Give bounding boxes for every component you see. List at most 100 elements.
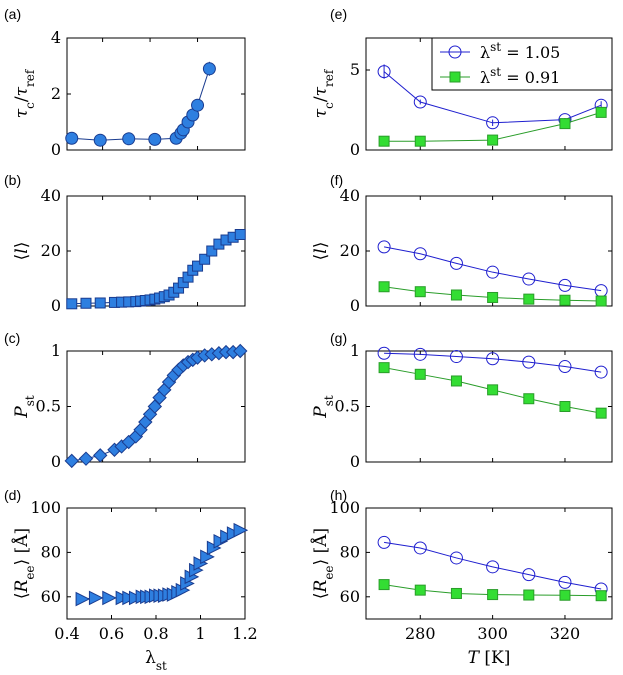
data-point [93,448,108,463]
data-point [558,575,572,589]
chart-panel-f: (f) 0 20 40 ⟨l⟩ [311,172,613,315]
data-point [102,590,117,606]
data-point [486,116,500,130]
data-point [377,65,391,79]
data-point [595,407,607,419]
panel-tag: (c) [4,330,20,346]
data-point [487,134,499,146]
data-point [378,362,390,374]
data-point [486,560,500,574]
y-tick-label: 20 [340,241,360,260]
y-tick-label: 60 [340,587,360,606]
data-point [449,551,463,565]
series-line [384,541,602,590]
x-tick-label: 280 [405,624,436,643]
data-point [88,590,104,606]
panel-tag: (b) [4,172,21,188]
data-point [413,347,427,361]
data-point [595,106,607,118]
y-axis-label: Pst [12,395,37,419]
data-point [559,294,571,306]
panel-tag: (h) [330,487,347,503]
panel-tag: (e) [330,6,347,22]
y-tick-label: 20 [41,241,61,260]
y-tick-label: 0.5 [36,397,61,416]
x-tick-label: 1.2 [232,624,257,643]
y-tick-label: 100 [329,498,360,517]
data-point [199,253,211,265]
data-point [191,98,205,112]
data-point [233,522,249,538]
chart-panel-g: (g) 0 0.5 1 Pst [311,330,613,471]
y-tick-label: 1 [51,341,61,360]
y-axis-label: ⟨Ree⟩ [Å] [310,528,336,599]
data-point [450,375,462,387]
y-axis-label: ⟨l⟩ [12,242,32,261]
chart-panel-e: (e) 0 5 τc/τref λst = 1.05 λst = 0.91 [311,6,613,159]
data-point [414,584,426,596]
data-point [206,245,218,257]
y-tick-label: 100 [30,498,61,517]
y-tick-label: 0 [350,140,360,159]
y-tick-label: 5 [350,60,360,79]
data-point [64,453,79,469]
data-point [192,260,204,272]
data-point [595,295,607,307]
data-point [486,265,500,279]
x-tick-label: 320 [550,624,581,643]
y-tick-label: 0 [51,140,61,159]
y-tick-label: 40 [340,186,360,205]
data-point [78,451,94,466]
y-axis-label: ⟨l⟩ [311,242,331,261]
x-tick-label: 1 [195,624,205,643]
chart-panel-d: (d) 60 80 100 0.4 0.6 0.8 1 1.2 ⟨Ree⟩ [Å] λst [4,487,258,673]
panel-tag: (f) [330,172,343,188]
chart-panel-b: (b) 0 20 40 ⟨l⟩ [4,172,246,315]
data-point [66,298,78,310]
plot-frame [365,507,613,620]
x-tick-label: 300 [477,624,508,643]
y-tick-label: 0 [51,296,61,315]
panel-tag: (d) [4,487,21,503]
data-point [559,589,571,601]
data-point [558,278,572,292]
y-tick-label: 0 [51,452,61,471]
data-point [378,135,390,147]
data-point [75,591,91,607]
data-point [93,133,107,147]
y-tick-label: 0 [350,452,360,471]
data-point [377,346,391,360]
x-tick-label: 0.8 [143,624,168,643]
data-point [523,589,535,601]
data-point [414,286,426,298]
data-point [377,240,391,254]
data-point [559,401,571,412]
y-tick-label: 0 [350,296,360,315]
data-point [414,368,426,380]
data-point [487,589,499,601]
data-point [414,135,426,147]
x-tick-label: 0.4 [54,624,79,643]
data-point [378,579,390,591]
y-tick-label: 40 [41,186,61,205]
data-point [595,590,607,602]
data-point [487,291,499,303]
data-point [522,272,536,286]
data-point [449,256,463,270]
legend-box [431,37,613,91]
data-point [65,131,79,145]
y-axis-label: Pst [311,395,336,419]
data-point [523,393,535,405]
chart-panel-a: (a) 0 2 4 τc/τref [4,6,246,159]
y-tick-label: 4 [51,28,61,47]
data-point [450,587,462,599]
y-tick-label: 60 [41,587,61,606]
legend: λst = 1.05 λst = 0.91 [431,37,613,91]
y-tick-label: 80 [340,542,360,561]
data-point [450,289,462,301]
data-point [486,352,500,366]
x-tick-label: 0.6 [99,624,124,643]
data-point [449,350,463,364]
y-axis-label: τc/τref [311,68,336,118]
